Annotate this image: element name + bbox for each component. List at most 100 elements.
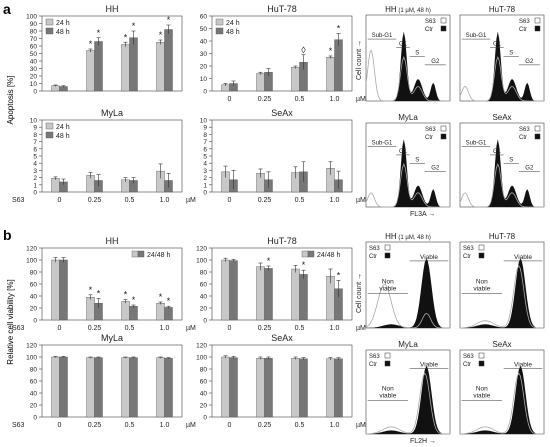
- category-label: 0.25: [88, 197, 102, 204]
- bar-b-hh-1-3: [164, 307, 173, 321]
- y-tick-label: 0: [203, 415, 207, 422]
- gate-label-0: Sub-G1: [466, 33, 487, 39]
- y-tick-label: 20: [200, 403, 208, 410]
- flow-legend-ctr: Ctr: [425, 27, 433, 33]
- bar-a-hh-1-3: [164, 29, 173, 92]
- flow-legend-ctr-swatch: [478, 252, 485, 259]
- bar-b-myla-0-1: [86, 357, 95, 418]
- flow-panel-fa-myla: MyLa S63 Ctr Sub-G1 G1 S G2: [365, 113, 451, 208]
- bar-a-hut78-0-2: [291, 67, 300, 92]
- significance-mark: *: [89, 285, 93, 295]
- legend-swatch-48h: [215, 27, 224, 35]
- y-tick-label: 40: [200, 39, 208, 46]
- y-tick-label: 10: [30, 118, 38, 125]
- significance-mark: *: [124, 290, 128, 300]
- y-tick-label: 40: [200, 294, 208, 301]
- category-label: 0.5: [125, 197, 135, 204]
- bar-b-seax-1-1: [264, 358, 273, 418]
- y-tick-label: 10: [200, 118, 208, 125]
- y-tick-label: 40: [30, 294, 38, 301]
- significance-mark: *: [302, 260, 306, 270]
- gate-label-1: G1: [399, 42, 408, 48]
- y-tick-label: 20: [30, 403, 38, 410]
- flow-legend-ctr: Ctr: [463, 254, 471, 260]
- flow-legend-s63-swatch: [440, 17, 447, 24]
- gate-label-3: G2: [431, 166, 440, 172]
- flow-title: SeAx: [492, 340, 511, 349]
- gate-label-0: Sub-G1: [372, 33, 393, 39]
- legend-swatch-48: [137, 250, 145, 258]
- gate-label-nonviable-2: viable: [473, 286, 490, 293]
- flow-legend-ctr-swatch: [440, 25, 447, 32]
- histogram-s63: [365, 163, 450, 208]
- category-label: 0.25: [88, 325, 102, 332]
- flow-legend-s63-swatch: [440, 125, 447, 132]
- flow-legend-s63: S63: [463, 246, 474, 252]
- flow-legend-ctr-swatch: [534, 25, 541, 32]
- category-label: 0.25: [258, 325, 272, 332]
- category-label: 1.0: [330, 325, 340, 332]
- flow-ylabel: Cell count →: [356, 273, 363, 313]
- bar-b-myla-0-0: [51, 356, 60, 418]
- category-label: 0.25: [258, 96, 272, 103]
- bar-a-hh-1-2: [129, 37, 138, 92]
- x-unit: µM: [186, 197, 196, 204]
- x-label: S63: [12, 325, 25, 332]
- legend-swatch-48: [307, 250, 315, 258]
- legend-label-48h: 48 h: [56, 29, 70, 36]
- flow-title: MyLa: [398, 113, 418, 122]
- flow-legend-ctr-swatch: [384, 360, 391, 367]
- y-tick-label: 100: [196, 355, 207, 362]
- histogram-s63: [459, 55, 544, 102]
- flow-legend-ctr: Ctr: [369, 362, 377, 368]
- bar-b-hut78-0-1: [256, 266, 265, 321]
- gate-label-3: G2: [431, 59, 440, 65]
- y-tick-label: 60: [30, 379, 38, 386]
- histogram-s63: [365, 283, 450, 329]
- x-unit: µM: [186, 422, 196, 429]
- x-label: S63: [12, 197, 25, 204]
- bar-b-myla-1-2: [129, 357, 138, 418]
- bar-b-hut78-0-2: [291, 268, 300, 321]
- bar-b-hh-0-3: [156, 303, 165, 321]
- flow-xlabel-b: FL2H →: [410, 438, 436, 445]
- histogram-ctr: [366, 258, 450, 328]
- bar-b-hh-1-2: [129, 306, 138, 321]
- y-tick-label: 0: [203, 190, 207, 197]
- y-tick-label: 40: [30, 391, 38, 398]
- histogram-s63: [460, 265, 544, 329]
- y-tick-label: 70: [30, 36, 38, 43]
- gate-label-nonviable-1: Non: [476, 385, 488, 392]
- y-tick-label: 8: [203, 132, 207, 139]
- flow-title: HuT-78: [489, 5, 516, 14]
- category-label: 0: [228, 422, 232, 429]
- apoptosis-ylabel: Apoptosis [%]: [6, 76, 15, 125]
- bar-chart-b-seax: SeAx 0 20 40 60 80 100 120 0 0.25 0.5 1.0 µM: [196, 333, 366, 429]
- gate-label-nonviable-2: viable: [379, 392, 396, 399]
- y-tick-label: 20: [200, 64, 208, 71]
- flow-subtitle: (1 µM, 48 h): [397, 235, 431, 241]
- gate-label-0: Sub-G1: [466, 141, 487, 147]
- x-unit: µM: [356, 96, 366, 103]
- category-label: 1.0: [330, 422, 340, 429]
- category-label: 1.0: [330, 197, 340, 204]
- y-tick-label: 60: [200, 282, 208, 289]
- flow-title: HH (1 µM, 48 h): [385, 5, 431, 14]
- y-tick-label: 1: [203, 182, 207, 189]
- chart-title: HH: [106, 236, 119, 246]
- bar-b-seax-1-0: [229, 357, 238, 418]
- gate-label-viable: Viable: [514, 361, 532, 368]
- significance-mark: *: [337, 24, 341, 34]
- legend-swatch-48h: [45, 131, 54, 139]
- panel-label-a: a: [3, 1, 11, 17]
- category-label: 0.25: [88, 422, 102, 429]
- significance-mark: *: [267, 256, 271, 266]
- histogram-ctr: [366, 139, 450, 207]
- flow-legend-ctr: Ctr: [425, 135, 433, 141]
- category-label: 0: [58, 422, 62, 429]
- histogram-s63: [366, 372, 450, 435]
